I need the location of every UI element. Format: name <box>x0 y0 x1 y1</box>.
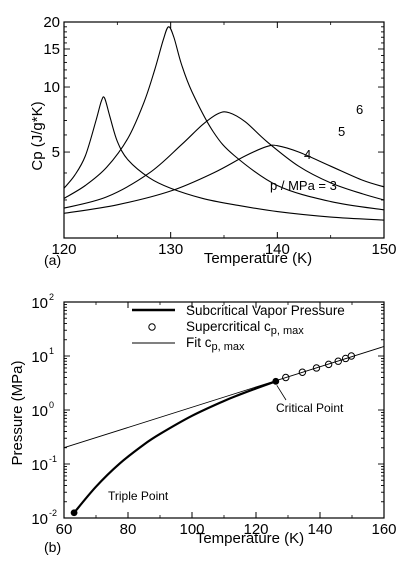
legend-label-subcritical: Subcritical Vapor Pressure <box>186 303 345 318</box>
panel-b-y-tick-exponent: -1 <box>49 454 57 464</box>
panel-b-x-tick-label: 80 <box>120 521 137 538</box>
triple-point-label: Triple Point <box>108 489 169 503</box>
panel-b-y-tick-label: 10 <box>31 295 48 312</box>
panel-a-pressure-3: 3 <box>330 178 337 193</box>
panel-a-series-p-3 <box>63 96 385 221</box>
panel-b-x-tick-label: 140 <box>307 521 332 538</box>
panel-a-x-tick-label: 120 <box>51 241 76 258</box>
panel-b-series-fit-c-p-max <box>63 346 385 449</box>
panel-a-x-axis-label: Temperature (K) <box>204 250 312 267</box>
panel-a-series-label-4: 4 <box>304 147 311 162</box>
panel-a-series-p-6 <box>63 144 385 214</box>
panel-a-series-p-5 <box>63 111 385 209</box>
critical-point-label: Critical Point <box>276 401 344 415</box>
panel-b-x-tick-label: 60 <box>56 521 73 538</box>
critical-point-leader <box>276 385 287 401</box>
panel-b-label: (b) <box>44 539 61 555</box>
panel-b-y-tick-exponent: -2 <box>49 508 57 518</box>
panel-a-y-tick-label: 10 <box>43 79 60 96</box>
legend-label-supercritical: Supercritical cp, max <box>186 319 304 337</box>
panel-b-y-tick-exponent: 0 <box>49 400 54 410</box>
panel-b-legend: Subcritical Vapor Pressure Supercritical… <box>132 303 345 353</box>
svg-text:p / MPa = 3: p / MPa = 3 <box>270 178 337 193</box>
panel-b-x-tick-label: 160 <box>371 521 396 538</box>
panel-a-series-label-3: p / MPa = 3 <box>270 178 337 193</box>
panel-b-y-tick-exponent: 1 <box>49 346 54 356</box>
panel-a-pressure-prefix: p / MPa = <box>270 178 330 193</box>
panel-a-series-label-6: 6 <box>356 102 363 117</box>
panel-b-y-tick-label: 10 <box>31 403 48 420</box>
panel-a-y-tick-label: 15 <box>43 41 60 58</box>
panel-b-y-tick-label: 10 <box>31 349 48 366</box>
panel-a-plot-area: 120 130 140 150 5 10 15 20 <box>43 14 396 258</box>
panel-b-x-tick-label: 120 <box>243 521 268 538</box>
legend-label-fit: Fit cp, max <box>186 335 245 353</box>
panel-b-series-subcritical-vapor-pressure <box>73 380 277 514</box>
panel-b-x-axis-label: Temperature (K) <box>196 530 304 547</box>
panel-a-series-label-5: 5 <box>338 124 345 139</box>
panel-a-x-tick-label: 130 <box>158 241 183 258</box>
panel-a-x-tick-label: 150 <box>371 241 396 258</box>
panel-b-y-tick-label: 10 <box>31 457 48 474</box>
panel-a-series-p-4 <box>63 26 385 211</box>
panel-a-y-tick-label: 5 <box>52 144 60 161</box>
panel-b-y-tick-label: 10 <box>31 511 48 528</box>
panel-a-x-tick-label: 140 <box>265 241 290 258</box>
panel-b-x-tick-label: 100 <box>179 521 204 538</box>
legend-swatch-open-circle <box>148 323 156 331</box>
panel-a-y-tick-label: 20 <box>43 14 60 31</box>
triple-point-marker <box>70 509 78 517</box>
panel-a-label: (a) <box>44 252 61 268</box>
panel-b-y-axis-label: Pressure (MPa) <box>9 360 26 465</box>
critical-point-marker <box>272 377 280 385</box>
panel-b-y-tick-exponent: 2 <box>49 292 54 302</box>
panel-a-y-axis-label: Cp (J/g*K) <box>29 101 46 170</box>
